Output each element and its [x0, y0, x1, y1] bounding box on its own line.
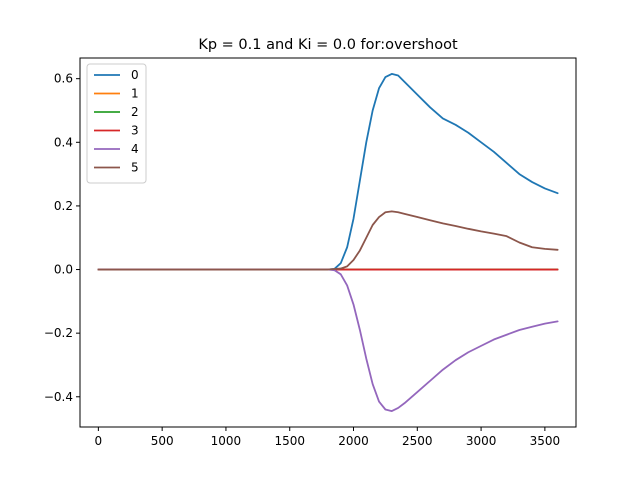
y-tick-label: 0.4: [54, 135, 73, 149]
x-tick-label: 2000: [338, 434, 369, 448]
series-layer: [97, 73, 559, 412]
series-line-5: [97, 210, 559, 271]
x-tick-label: 1500: [274, 434, 305, 448]
legend: 0 1 2 3 4 5: [86, 63, 147, 184]
series-line-0: [97, 73, 559, 271]
y-tick-label: −0.4: [44, 390, 73, 404]
chart-title: Kp = 0.1 and Ki = 0.0 for:overshoot: [198, 37, 458, 53]
y-tick-label: 0.2: [54, 199, 73, 213]
y-tick-label: 0.6: [54, 72, 73, 86]
x-tick-label: 2500: [402, 434, 433, 448]
y-tick-label: −0.2: [44, 326, 73, 340]
legend-label-2: 2: [131, 105, 139, 119]
x-axis: 0 500 1000 1500 2000 2500 3000 3500: [95, 427, 561, 448]
legend-label-3: 3: [131, 124, 139, 138]
y-axis: −0.4 −0.2 0.0 0.2 0.4 0.6: [44, 72, 80, 404]
x-tick-label: 500: [151, 434, 174, 448]
legend-label-5: 5: [131, 161, 139, 175]
x-tick-label: 1000: [211, 434, 242, 448]
x-tick-label: 3000: [466, 434, 497, 448]
legend-label-1: 1: [131, 87, 139, 101]
legend-label-4: 4: [131, 142, 139, 156]
x-tick-label: 0: [95, 434, 103, 448]
legend-label-0: 0: [131, 68, 139, 82]
y-tick-label: 0.0: [54, 263, 73, 277]
x-tick-label: 3500: [530, 434, 561, 448]
plot-frame: [79, 57, 577, 428]
series-line-4: [97, 268, 559, 412]
